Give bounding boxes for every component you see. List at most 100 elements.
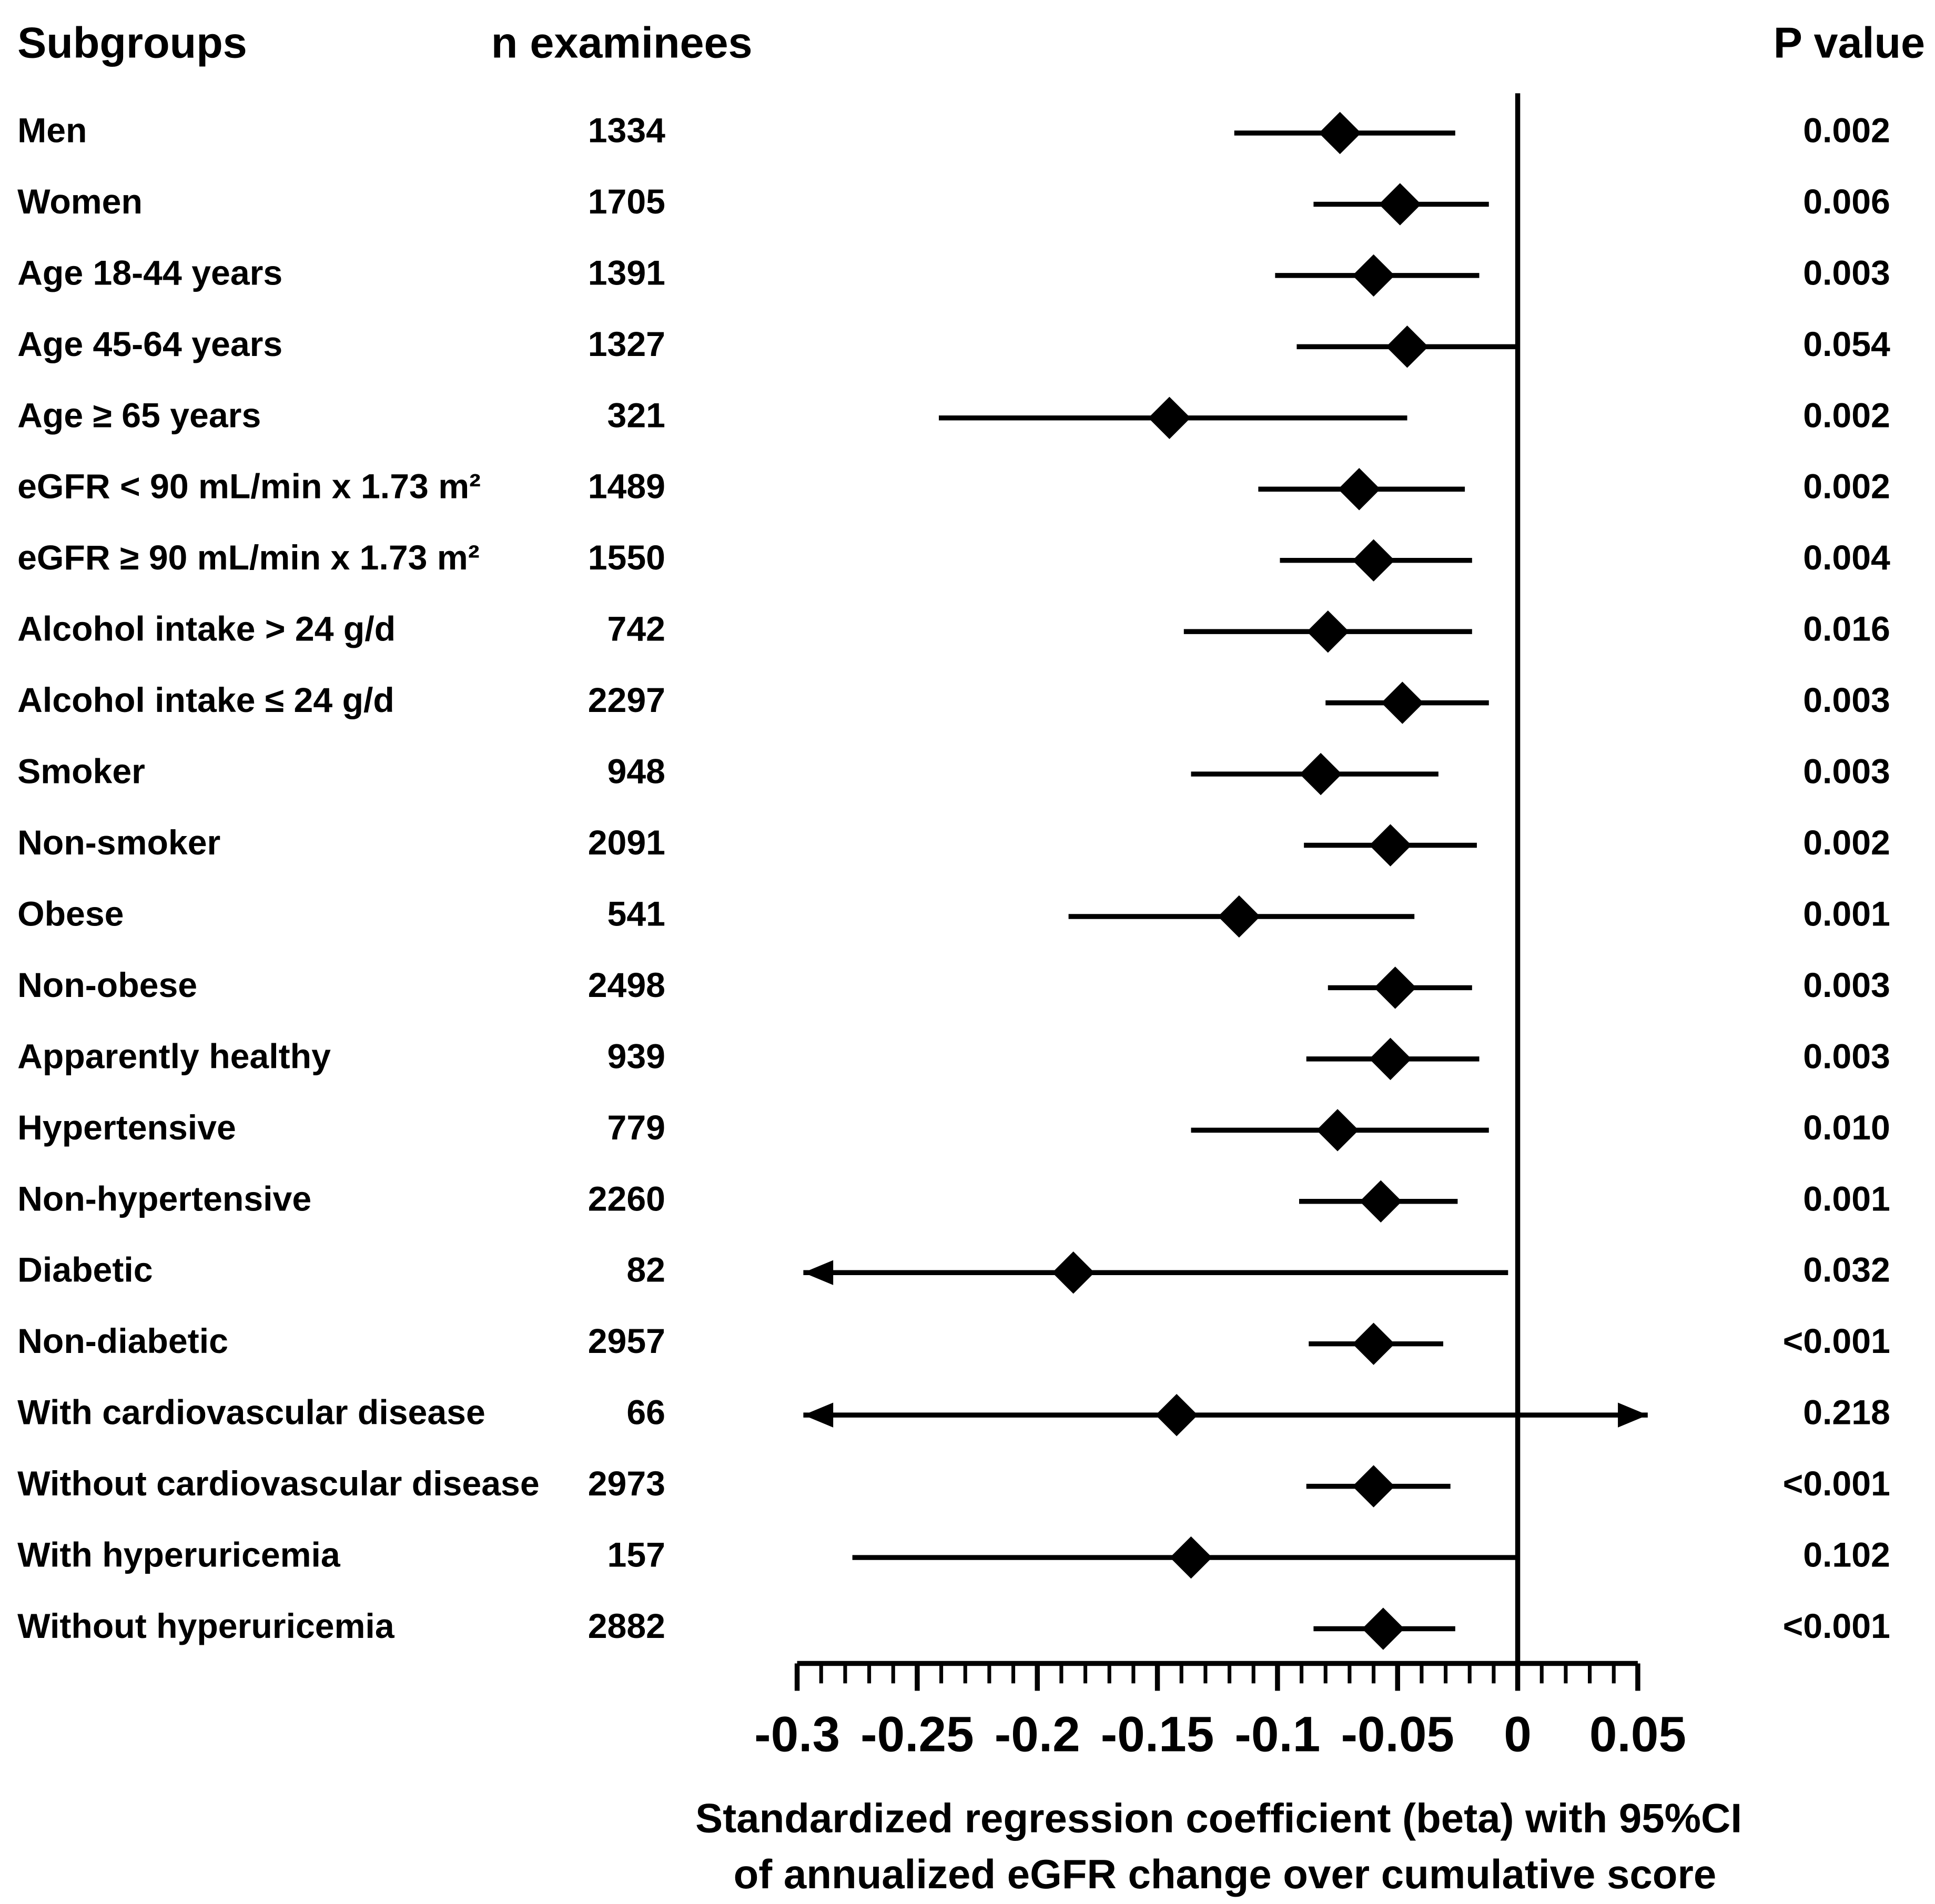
p-value: 0.102 — [1803, 1536, 1890, 1575]
x-axis-title: Standardized regression coefficient (bet… — [695, 1795, 1742, 1841]
estimate-diamond — [1386, 325, 1429, 368]
p-value: 0.002 — [1803, 467, 1890, 506]
subgroup-label: Men — [17, 111, 87, 150]
estimate-diamond — [1379, 183, 1422, 226]
estimate-diamond — [1052, 1251, 1095, 1294]
n-label: 2260 — [588, 1179, 665, 1218]
estimate-diamond — [1306, 610, 1350, 653]
subgroup-label: Alcohol intake > 24 g/d — [17, 610, 396, 649]
subgroup-label: Hypertensive — [17, 1108, 236, 1147]
subgroup-label: Non-smoker — [17, 823, 220, 862]
p-value: 0.001 — [1803, 894, 1890, 933]
n-label: 1327 — [588, 325, 665, 364]
n-label: 742 — [607, 610, 665, 649]
p-value: 0.218 — [1803, 1393, 1890, 1432]
p-value: 0.054 — [1803, 325, 1890, 364]
x-axis-title: of annualized eGFR change over cumulativ… — [734, 1851, 1717, 1897]
n-label: 1391 — [588, 253, 665, 292]
p-value: 0.002 — [1803, 823, 1890, 862]
estimate-diamond — [1374, 966, 1416, 1009]
p-value: 0.003 — [1803, 966, 1890, 1005]
estimate-diamond — [1352, 254, 1395, 297]
p-value: 0.003 — [1803, 681, 1890, 720]
n-label: 2973 — [588, 1464, 665, 1503]
p-value: <0.001 — [1783, 1322, 1890, 1361]
p-value: <0.001 — [1783, 1607, 1890, 1646]
estimate-diamond — [1218, 895, 1261, 938]
estimate-diamond — [1381, 681, 1424, 724]
n-label: 1334 — [588, 111, 665, 150]
subgroup-label: eGFR < 90 mL/min x 1.73 m² — [17, 467, 481, 506]
subgroup-label: Non-diabetic — [17, 1322, 228, 1361]
subgroup-label: Age ≥ 65 years — [17, 396, 261, 435]
subgroup-label: Diabetic — [17, 1251, 153, 1290]
n-label: 2882 — [588, 1607, 665, 1646]
estimate-diamond — [1170, 1536, 1212, 1579]
subgroup-label: Alcohol intake ≤ 24 g/d — [17, 681, 394, 720]
n-label: 66 — [626, 1393, 665, 1432]
n-label: 1705 — [588, 182, 665, 221]
n-label: 82 — [626, 1251, 665, 1290]
n-label: 1489 — [588, 467, 665, 506]
x-tick-label: -0.25 — [860, 1706, 974, 1762]
x-tick-label: -0.15 — [1101, 1706, 1214, 1762]
p-value: 0.002 — [1803, 111, 1890, 150]
n-label: 2498 — [588, 966, 665, 1005]
subgroup-label: Apparently healthy — [17, 1037, 331, 1076]
p-value: 0.010 — [1803, 1108, 1890, 1147]
estimate-diamond — [1360, 1180, 1402, 1223]
p-value: 0.003 — [1803, 253, 1890, 292]
n-label: 948 — [607, 752, 665, 791]
n-label: 321 — [607, 396, 665, 435]
ci-arrow — [803, 1402, 834, 1428]
subgroup-label: Age 18-44 years — [17, 253, 282, 292]
ci-arrow — [1618, 1402, 1648, 1428]
p-value: 0.002 — [1803, 396, 1890, 435]
x-tick-label: -0.3 — [754, 1706, 840, 1762]
subgroup-label: Women — [17, 182, 143, 221]
n-label: 2297 — [588, 681, 665, 720]
p-value: 0.001 — [1803, 1179, 1890, 1218]
x-tick-label: 0.05 — [1589, 1706, 1686, 1762]
estimate-diamond — [1369, 824, 1412, 867]
subgroup-label: Obese — [17, 894, 124, 933]
x-tick-label: 0 — [1504, 1706, 1532, 1762]
subgroup-label: Smoker — [17, 752, 145, 791]
x-tick-label: -0.2 — [995, 1706, 1080, 1762]
estimate-diamond — [1319, 111, 1361, 155]
estimate-diamond — [1316, 1109, 1359, 1152]
subgroup-label: Non-obese — [17, 966, 197, 1005]
p-value: 0.016 — [1803, 610, 1890, 649]
n-label: 1550 — [588, 538, 665, 577]
n-label: 157 — [607, 1536, 665, 1575]
p-header: P value — [1774, 18, 1925, 67]
p-value: <0.001 — [1783, 1464, 1890, 1503]
p-value: 0.003 — [1803, 1037, 1890, 1076]
subgroup-label: With hyperuricemia — [17, 1536, 341, 1575]
p-value: 0.004 — [1803, 538, 1890, 577]
n-label: 2091 — [588, 823, 665, 862]
p-value: 0.006 — [1803, 182, 1890, 221]
subgroup-label: Age 45-64 years — [17, 325, 282, 364]
x-tick-label: -0.05 — [1341, 1706, 1454, 1762]
subgroup-label: Without cardiovascular disease — [17, 1464, 540, 1503]
subgroups-header: Subgroups — [17, 18, 247, 67]
n-label: 779 — [607, 1108, 665, 1147]
ci-arrow — [803, 1260, 834, 1285]
subgroup-label: Non-hypertensive — [17, 1179, 311, 1218]
n-label: 541 — [607, 894, 665, 933]
subgroup-label: Without hyperuricemia — [17, 1607, 395, 1646]
estimate-diamond — [1148, 396, 1191, 439]
estimate-diamond — [1352, 539, 1395, 582]
estimate-diamond — [1362, 1607, 1405, 1650]
n-header: n examinees — [491, 18, 753, 67]
estimate-diamond — [1338, 468, 1381, 511]
subgroup-label: With cardiovascular disease — [17, 1393, 485, 1432]
p-value: 0.032 — [1803, 1251, 1890, 1290]
n-label: 2957 — [588, 1322, 665, 1361]
estimate-diamond — [1352, 1465, 1395, 1508]
estimate-diamond — [1299, 752, 1342, 796]
estimate-diamond — [1155, 1393, 1198, 1437]
x-tick-label: -0.1 — [1234, 1706, 1320, 1762]
